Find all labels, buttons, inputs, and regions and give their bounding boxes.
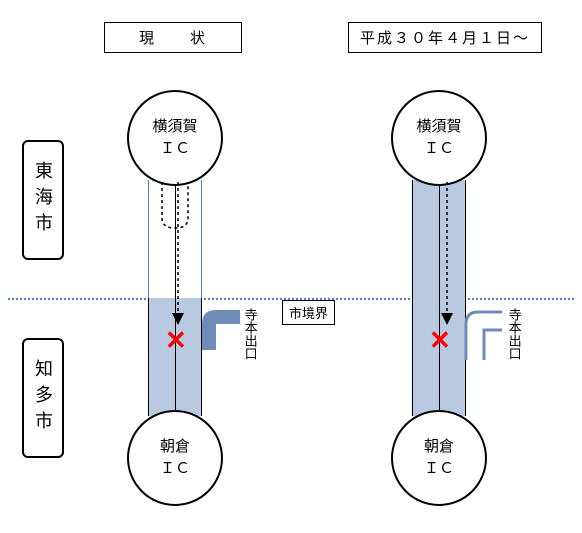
boundary-label-text: 市境界 xyxy=(289,306,328,321)
ic-name: 横須賀 xyxy=(129,116,221,139)
ic-suffix: ＩＣ xyxy=(129,138,221,161)
exit-label-left: 寺本出口 xyxy=(242,308,258,360)
x-mark-left: ✕ xyxy=(165,328,187,354)
ic-suffix: ＩＣ xyxy=(393,458,485,481)
x-mark-right: ✕ xyxy=(429,328,451,354)
diagram-container: { "layout": { "width": 582, "height": 53… xyxy=(0,0,582,533)
exit-label-right: 寺本出口 xyxy=(506,308,522,360)
ic-name: 朝倉 xyxy=(129,436,221,459)
ic-suffix: ＩＣ xyxy=(393,138,485,161)
ramp-right xyxy=(0,0,582,533)
ic-asakura-right: 朝倉 ＩＣ xyxy=(391,410,487,506)
ic-name: 横須賀 xyxy=(393,116,485,139)
ic-asakura-left: 朝倉 ＩＣ xyxy=(127,410,223,506)
boundary-label-box: 市境界 xyxy=(282,300,335,325)
exit-label-left-text: 寺本出口 xyxy=(243,308,258,360)
exit-label-right-text: 寺本出口 xyxy=(507,308,522,360)
ic-yokosuka-right: 横須賀 ＩＣ xyxy=(391,90,487,186)
ic-yokosuka-left: 横須賀 ＩＣ xyxy=(127,90,223,186)
ic-name: 朝倉 xyxy=(393,436,485,459)
ic-suffix: ＩＣ xyxy=(129,458,221,481)
